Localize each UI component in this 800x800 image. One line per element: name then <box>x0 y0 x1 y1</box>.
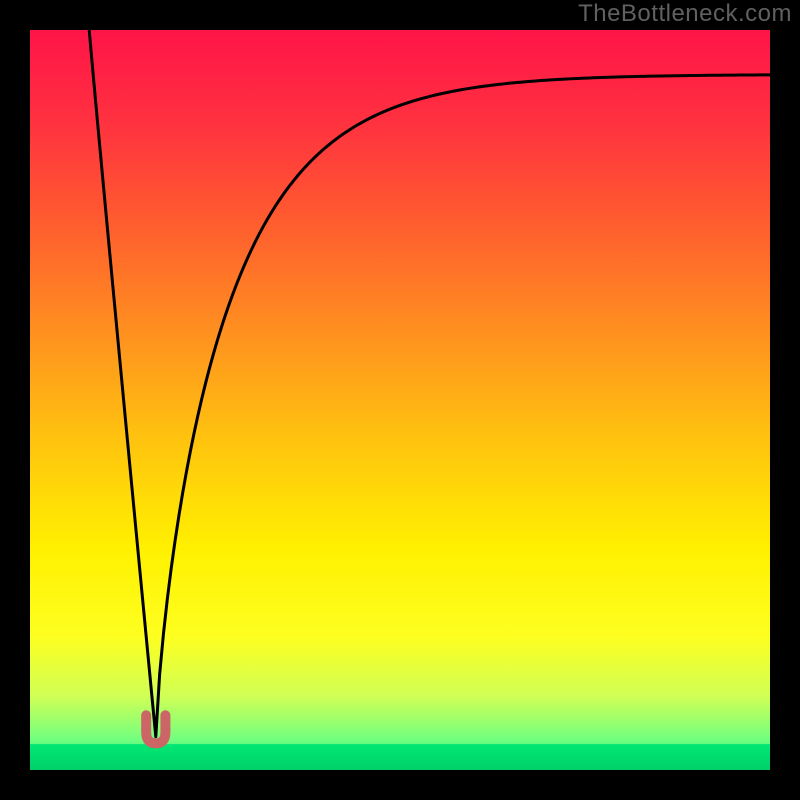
plot-background <box>30 30 770 770</box>
watermark-text: TheBottleneck.com <box>578 0 792 28</box>
chart-container: TheBottleneck.com <box>0 0 800 800</box>
bottom-green-band <box>30 744 770 770</box>
bottleneck-chart <box>0 0 800 800</box>
